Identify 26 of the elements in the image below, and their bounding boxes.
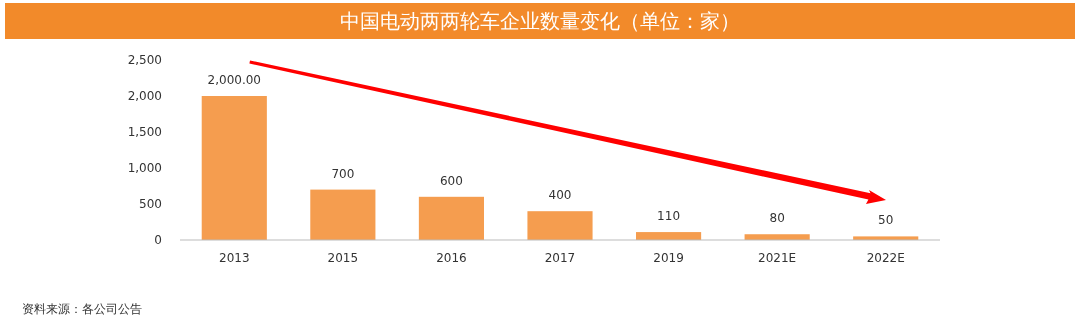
x-tick-label: 2019 bbox=[653, 251, 684, 265]
x-tick-label: 2021E bbox=[758, 251, 797, 265]
x-tick-label: 2017 bbox=[544, 251, 576, 265]
y-tick-label: 1,000 bbox=[127, 161, 162, 175]
x-tick-label: 2015 bbox=[327, 251, 359, 265]
bar bbox=[201, 96, 267, 240]
data-label: 400 bbox=[548, 188, 572, 203]
bar bbox=[527, 211, 593, 240]
y-tick-label: 1,500 bbox=[127, 125, 162, 139]
data-label: 80 bbox=[769, 211, 785, 226]
text: 资料来源：各公司公告 bbox=[22, 302, 142, 316]
x-tick-label: 2013 bbox=[219, 251, 250, 265]
data-label: 50 bbox=[878, 213, 894, 228]
x-tick-label: 2016 bbox=[436, 251, 467, 265]
data-label: 700 bbox=[331, 166, 355, 181]
y-tick-label: 0 bbox=[154, 233, 162, 247]
data-label: 600 bbox=[439, 173, 463, 188]
data-label: 110 bbox=[657, 209, 681, 224]
bar bbox=[418, 196, 484, 240]
y-tick-label: 2,000 bbox=[127, 89, 162, 103]
x-tick-label: 2022E bbox=[866, 251, 905, 265]
data-label: 2,000.00 bbox=[207, 73, 261, 87]
bar bbox=[310, 189, 376, 240]
y-tick-label: 500 bbox=[139, 197, 162, 211]
y-tick-label: 2,500 bbox=[127, 53, 162, 67]
chart-title: 中国电动两两轮车企业数量变化（单位：家） bbox=[340, 9, 740, 33]
